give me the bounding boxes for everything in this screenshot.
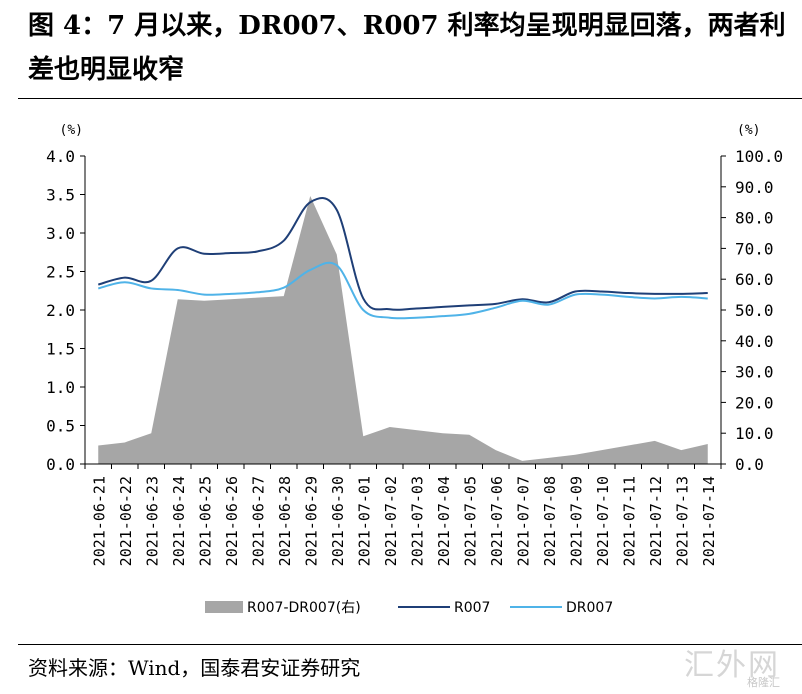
x-tick-label: 2021-06-21 [90,476,108,566]
right-tick-label: 50.0 [735,301,774,320]
right-tick-label: 90.0 [735,178,774,197]
x-tick-label: 2021-07-12 [647,476,665,566]
right-axis-unit: (%) [737,123,760,138]
legend-swatch-spread [205,601,243,613]
x-tick-label: 2021-07-10 [594,476,612,566]
area-series-spread [98,196,708,464]
left-tick-label: 1.0 [46,378,75,397]
x-tick-label: 2021-07-05 [461,476,479,566]
left-tick-label: 3.5 [46,186,75,205]
left-tick-label: 2.5 [46,263,75,282]
x-tick-label: 2021-07-07 [514,476,532,566]
x-tick-label: 2021-06-29 [302,476,320,566]
left-tick-label: 2.0 [46,301,75,320]
x-tick-label: 2021-06-28 [276,476,294,566]
legend-label: DR007 [566,600,613,616]
chart-title: 图 4：7 月以来，DR007、R007 利率均呈现明显回落，两者利差也明显收窄 [28,11,786,85]
right-tick-label: 30.0 [735,363,774,382]
area-layer [98,196,708,464]
right-tick-label: 10.0 [735,424,774,443]
right-tick-label: 0.0 [735,455,764,474]
left-tick-label: 1.5 [46,340,75,359]
right-tick-label: 100.0 [735,147,783,166]
x-tick-label: 2021-07-11 [620,476,638,566]
right-tick-label: 80.0 [735,209,774,228]
left-tick-label: 0.5 [46,417,75,436]
x-tick-label: 2021-07-01 [355,476,373,566]
x-tick-label: 2021-07-04 [435,476,453,566]
source-note: 资料来源：Wind，国泰君安证券研究 [28,656,361,680]
axes-layer: 0.0 0.5 1.0 1.5 2.0 2.5 3.0 3.5 4.0 (%) 0.0 10.0 20.… [46,123,783,566]
x-tick-label: 2021-06-25 [196,476,214,566]
watermark: 汇外网 [684,648,780,683]
x-tick-label: 2021-07-08 [541,476,559,566]
chart-canvas: 0.0 0.5 1.0 1.5 2.0 2.5 3.0 3.5 4.0 (%) 0.0 10.0 20.… [46,123,783,616]
legend: R007-DR007(右) R007 DR007 [205,600,613,616]
left-axis-unit: (%) [60,123,83,138]
x-tick-label: 2021-06-27 [249,476,267,566]
x-tick-label: 2021-07-09 [567,476,585,566]
right-tick-label: 60.0 [735,270,774,289]
x-tick-label: 2021-07-13 [673,476,691,566]
x-tick-label: 2021-06-30 [329,476,347,566]
legend-label: R007-DR007(右) [247,600,361,616]
x-tick-label: 2021-06-24 [170,476,188,566]
watermark-small: 格隆汇 [747,676,780,689]
left-tick-label: 4.0 [46,147,75,166]
line-series-r007 [97,197,708,311]
x-tick-label: 2021-06-22 [117,476,135,566]
right-tick-label: 70.0 [735,239,774,258]
right-tick-label: 40.0 [735,332,774,351]
x-tick-label: 2021-06-26 [223,476,241,566]
x-tick-label: 2021-07-06 [488,476,506,566]
line-layer [97,197,708,320]
x-tick-label: 2021-06-23 [143,476,161,566]
legend-label: R007 [454,600,490,616]
source-divider [18,644,802,645]
left-tick-label: 3.0 [46,224,75,243]
x-tick-label: 2021-07-02 [382,476,400,566]
line-series-dr007 [97,261,708,320]
title-divider [18,98,802,99]
x-tick-label: 2021-07-03 [408,476,426,566]
x-tick-label: 2021-07-14 [700,476,718,566]
left-tick-label: 0.0 [46,455,75,474]
right-tick-label: 20.0 [735,393,774,412]
